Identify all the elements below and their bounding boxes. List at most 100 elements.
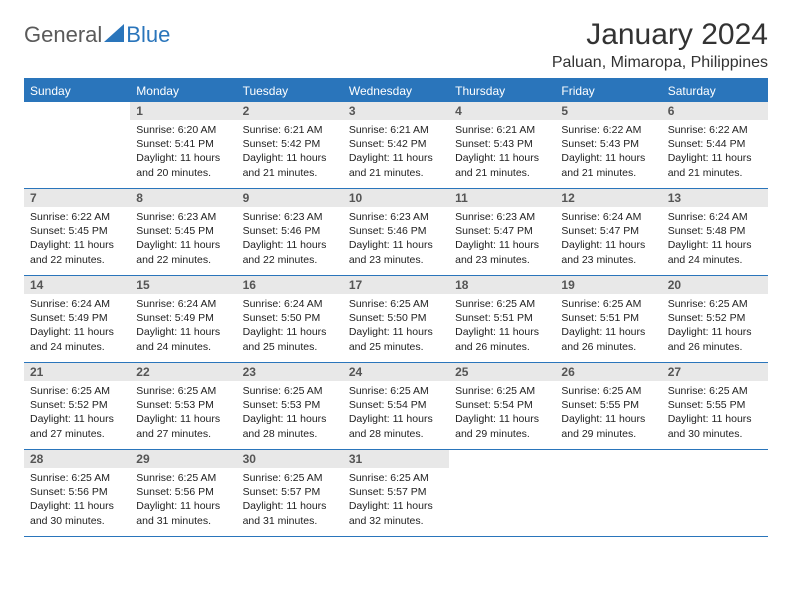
sunrise-text: Sunrise: 6:24 AM	[136, 297, 230, 311]
sunset-text: Sunset: 5:47 PM	[561, 224, 655, 238]
sunset-text: Sunset: 5:45 PM	[136, 224, 230, 238]
day-body: Sunrise: 6:25 AMSunset: 5:52 PMDaylight:…	[662, 294, 768, 360]
sunset-text: Sunset: 5:49 PM	[30, 311, 124, 325]
day-body: Sunrise: 6:24 AMSunset: 5:48 PMDaylight:…	[662, 207, 768, 273]
sunrise-text: Sunrise: 6:24 AM	[243, 297, 337, 311]
day-header: Tuesday	[237, 80, 343, 102]
sunset-text: Sunset: 5:51 PM	[561, 311, 655, 325]
day-number: 6	[662, 102, 768, 120]
sunset-text: Sunset: 5:46 PM	[349, 224, 443, 238]
sunset-text: Sunset: 5:57 PM	[243, 485, 337, 499]
day-body: Sunrise: 6:25 AMSunset: 5:52 PMDaylight:…	[24, 381, 130, 447]
day-header: Thursday	[449, 80, 555, 102]
day-number: 18	[449, 276, 555, 294]
day-number: 12	[555, 189, 661, 207]
day-body: Sunrise: 6:23 AMSunset: 5:45 PMDaylight:…	[130, 207, 236, 273]
daylight-text: Daylight: 11 hours and 25 minutes.	[349, 325, 443, 353]
day-body: Sunrise: 6:25 AMSunset: 5:51 PMDaylight:…	[555, 294, 661, 360]
day-number: 9	[237, 189, 343, 207]
day-body: Sunrise: 6:20 AMSunset: 5:41 PMDaylight:…	[130, 120, 236, 186]
daylight-text: Daylight: 11 hours and 30 minutes.	[668, 412, 762, 440]
day-cell: 21Sunrise: 6:25 AMSunset: 5:52 PMDayligh…	[24, 363, 130, 449]
daylight-text: Daylight: 11 hours and 31 minutes.	[243, 499, 337, 527]
day-body: Sunrise: 6:24 AMSunset: 5:49 PMDaylight:…	[130, 294, 236, 360]
sunrise-text: Sunrise: 6:20 AM	[136, 123, 230, 137]
daylight-text: Daylight: 11 hours and 27 minutes.	[136, 412, 230, 440]
day-body: Sunrise: 6:25 AMSunset: 5:54 PMDaylight:…	[449, 381, 555, 447]
brand-name-2: Blue	[126, 22, 170, 48]
day-cell: 7Sunrise: 6:22 AMSunset: 5:45 PMDaylight…	[24, 189, 130, 275]
day-number: 24	[343, 363, 449, 381]
day-number: 30	[237, 450, 343, 468]
day-body: Sunrise: 6:25 AMSunset: 5:53 PMDaylight:…	[130, 381, 236, 447]
title-block: January 2024 Paluan, Mimaropa, Philippin…	[552, 18, 768, 72]
day-number: 21	[24, 363, 130, 381]
sunset-text: Sunset: 5:52 PM	[668, 311, 762, 325]
day-body: Sunrise: 6:23 AMSunset: 5:47 PMDaylight:…	[449, 207, 555, 273]
day-cell: 27Sunrise: 6:25 AMSunset: 5:55 PMDayligh…	[662, 363, 768, 449]
day-cell: 29Sunrise: 6:25 AMSunset: 5:56 PMDayligh…	[130, 450, 236, 536]
day-body: Sunrise: 6:24 AMSunset: 5:47 PMDaylight:…	[555, 207, 661, 273]
day-header: Friday	[555, 80, 661, 102]
day-number: 2	[237, 102, 343, 120]
day-body: Sunrise: 6:25 AMSunset: 5:50 PMDaylight:…	[343, 294, 449, 360]
location: Paluan, Mimaropa, Philippines	[552, 54, 768, 72]
day-body: Sunrise: 6:21 AMSunset: 5:42 PMDaylight:…	[343, 120, 449, 186]
sunrise-text: Sunrise: 6:22 AM	[561, 123, 655, 137]
day-cell: 4Sunrise: 6:21 AMSunset: 5:43 PMDaylight…	[449, 102, 555, 188]
day-cell: 23Sunrise: 6:25 AMSunset: 5:53 PMDayligh…	[237, 363, 343, 449]
day-cell: 11Sunrise: 6:23 AMSunset: 5:47 PMDayligh…	[449, 189, 555, 275]
sunset-text: Sunset: 5:50 PM	[349, 311, 443, 325]
daylight-text: Daylight: 11 hours and 25 minutes.	[243, 325, 337, 353]
daylight-text: Daylight: 11 hours and 28 minutes.	[349, 412, 443, 440]
sunset-text: Sunset: 5:56 PM	[136, 485, 230, 499]
daylight-text: Daylight: 11 hours and 21 minutes.	[668, 151, 762, 179]
day-header: Monday	[130, 80, 236, 102]
sunset-text: Sunset: 5:41 PM	[136, 137, 230, 151]
sunrise-text: Sunrise: 6:23 AM	[455, 210, 549, 224]
sunset-text: Sunset: 5:42 PM	[243, 137, 337, 151]
day-cell	[662, 450, 768, 536]
day-cell: 3Sunrise: 6:21 AMSunset: 5:42 PMDaylight…	[343, 102, 449, 188]
sunset-text: Sunset: 5:57 PM	[349, 485, 443, 499]
day-body: Sunrise: 6:25 AMSunset: 5:51 PMDaylight:…	[449, 294, 555, 360]
day-cell: 10Sunrise: 6:23 AMSunset: 5:46 PMDayligh…	[343, 189, 449, 275]
day-body: Sunrise: 6:21 AMSunset: 5:42 PMDaylight:…	[237, 120, 343, 186]
sunrise-text: Sunrise: 6:25 AM	[349, 297, 443, 311]
daylight-text: Daylight: 11 hours and 26 minutes.	[455, 325, 549, 353]
daylight-text: Daylight: 11 hours and 29 minutes.	[561, 412, 655, 440]
day-cell: 17Sunrise: 6:25 AMSunset: 5:50 PMDayligh…	[343, 276, 449, 362]
day-number: 15	[130, 276, 236, 294]
sunrise-text: Sunrise: 6:25 AM	[455, 297, 549, 311]
sunrise-text: Sunrise: 6:25 AM	[668, 384, 762, 398]
day-number: 27	[662, 363, 768, 381]
day-body: Sunrise: 6:23 AMSunset: 5:46 PMDaylight:…	[237, 207, 343, 273]
daylight-text: Daylight: 11 hours and 31 minutes.	[136, 499, 230, 527]
sunrise-text: Sunrise: 6:25 AM	[136, 384, 230, 398]
day-body: Sunrise: 6:24 AMSunset: 5:50 PMDaylight:…	[237, 294, 343, 360]
daylight-text: Daylight: 11 hours and 21 minutes.	[349, 151, 443, 179]
day-number: 25	[449, 363, 555, 381]
day-number: 17	[343, 276, 449, 294]
daylight-text: Daylight: 11 hours and 32 minutes.	[349, 499, 443, 527]
day-number: 22	[130, 363, 236, 381]
day-body: Sunrise: 6:25 AMSunset: 5:57 PMDaylight:…	[343, 468, 449, 534]
sunrise-text: Sunrise: 6:25 AM	[136, 471, 230, 485]
day-cell: 14Sunrise: 6:24 AMSunset: 5:49 PMDayligh…	[24, 276, 130, 362]
day-number: 7	[24, 189, 130, 207]
day-header: Wednesday	[343, 80, 449, 102]
sunset-text: Sunset: 5:44 PM	[668, 137, 762, 151]
day-cell: 1Sunrise: 6:20 AMSunset: 5:41 PMDaylight…	[130, 102, 236, 188]
sunrise-text: Sunrise: 6:25 AM	[30, 471, 124, 485]
sunrise-text: Sunrise: 6:25 AM	[349, 384, 443, 398]
sunrise-text: Sunrise: 6:22 AM	[668, 123, 762, 137]
month-title: January 2024	[552, 18, 768, 52]
day-number: 4	[449, 102, 555, 120]
day-body: Sunrise: 6:22 AMSunset: 5:45 PMDaylight:…	[24, 207, 130, 273]
day-number	[662, 450, 768, 468]
sunset-text: Sunset: 5:52 PM	[30, 398, 124, 412]
day-number	[24, 102, 130, 120]
sunrise-text: Sunrise: 6:25 AM	[349, 471, 443, 485]
daylight-text: Daylight: 11 hours and 29 minutes.	[455, 412, 549, 440]
calendar: Sunday Monday Tuesday Wednesday Thursday…	[24, 78, 768, 537]
